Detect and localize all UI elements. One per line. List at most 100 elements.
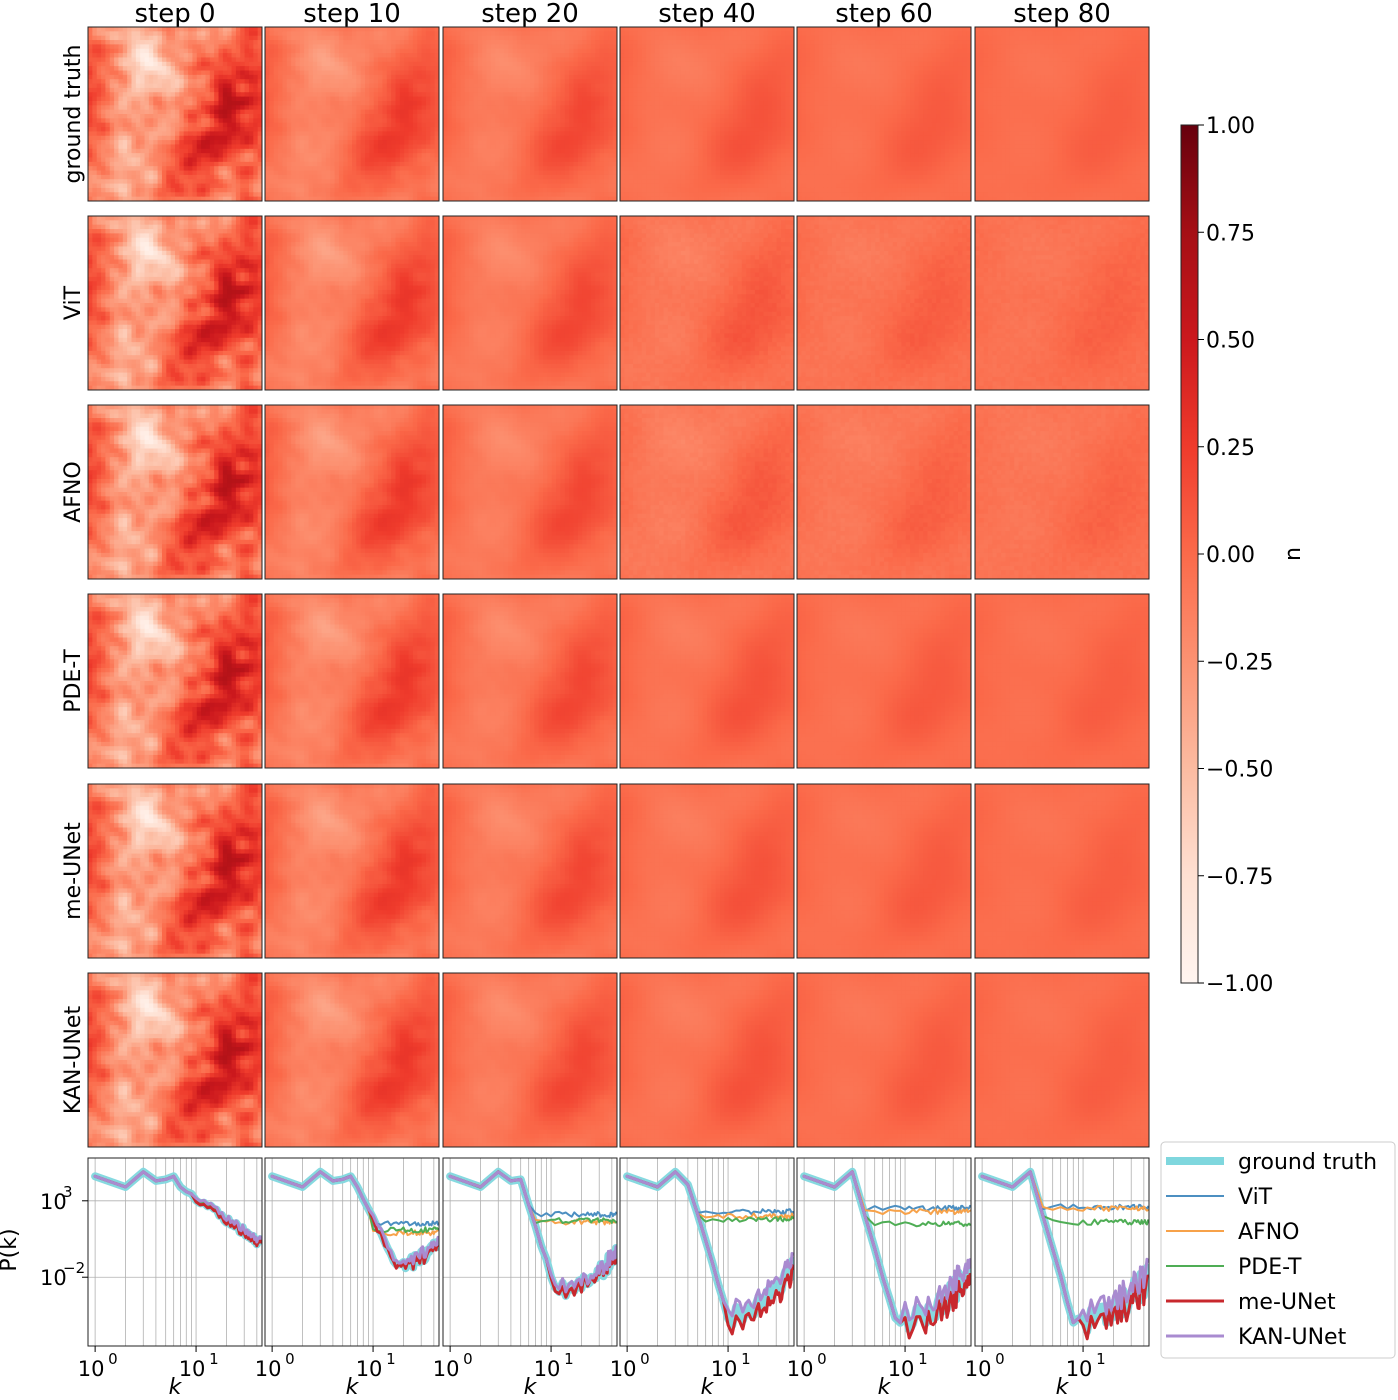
heatmap-cell bbox=[157, 570, 163, 576]
heatmap-cell bbox=[88, 478, 93, 484]
heatmap-cell bbox=[96, 148, 102, 154]
heatmap-cell bbox=[205, 192, 211, 198]
heatmap-cell bbox=[183, 602, 189, 608]
heatmap-cell bbox=[170, 66, 176, 72]
heatmap-cell bbox=[148, 363, 154, 369]
heatmap-cell bbox=[122, 465, 128, 471]
heatmap-cell bbox=[148, 237, 154, 243]
heatmap-cell bbox=[209, 127, 215, 132]
heatmap-cell bbox=[131, 66, 137, 72]
heatmap-cell bbox=[144, 44, 150, 50]
heatmap-cell bbox=[161, 474, 167, 480]
heatmap-cell bbox=[148, 131, 154, 137]
heatmap-panel-afno-step-0 bbox=[88, 405, 262, 579]
heatmap-cell bbox=[109, 246, 115, 252]
heatmap-cell bbox=[131, 170, 137, 176]
heatmap-cell bbox=[122, 509, 128, 515]
heatmap-cell bbox=[257, 363, 262, 369]
heatmap-cell bbox=[253, 426, 259, 432]
heatmap-cell bbox=[88, 376, 93, 382]
heatmap-cell bbox=[114, 61, 120, 67]
heatmap-cell bbox=[135, 478, 141, 484]
heatmap-cell bbox=[114, 263, 120, 269]
heatmap-cell bbox=[153, 483, 159, 489]
heatmap-cell bbox=[166, 166, 172, 172]
heatmap-cell bbox=[201, 337, 207, 343]
heatmap-cell bbox=[88, 611, 93, 617]
heatmap-cell bbox=[175, 250, 180, 256]
heatmap-cell bbox=[183, 298, 189, 304]
heatmap-cell bbox=[235, 385, 241, 390]
heatmap-cell bbox=[209, 224, 215, 230]
heatmap-cell bbox=[248, 368, 254, 374]
heatmap-cell bbox=[101, 431, 106, 437]
heatmap-cell bbox=[222, 439, 228, 445]
heatmap-cell bbox=[153, 574, 159, 579]
heatmap-cell bbox=[231, 255, 237, 261]
heatmap-cell bbox=[175, 509, 180, 515]
heatmap-cell bbox=[175, 289, 180, 295]
heatmap-cell bbox=[240, 79, 246, 85]
heatmap-cell bbox=[192, 27, 198, 32]
heatmap-cell bbox=[131, 268, 137, 274]
heatmap-cell bbox=[183, 548, 189, 554]
heatmap-cell bbox=[201, 153, 207, 159]
heatmap-cell bbox=[205, 337, 211, 343]
heatmap-cell bbox=[92, 153, 98, 159]
heatmap-cell bbox=[244, 174, 250, 180]
heatmap-cell bbox=[144, 381, 150, 387]
heatmap-cell bbox=[88, 255, 93, 261]
heatmap-cell bbox=[227, 48, 233, 54]
heatmap-cell bbox=[205, 350, 211, 356]
heatmap-cell bbox=[114, 35, 120, 41]
heatmap-cell bbox=[96, 276, 102, 282]
heatmap-cell bbox=[257, 87, 262, 93]
heatmap-cell bbox=[135, 435, 141, 441]
heatmap-cell bbox=[101, 281, 106, 287]
heatmap-cell bbox=[227, 570, 233, 576]
heatmap-cell bbox=[153, 157, 159, 163]
heatmap-cell bbox=[170, 237, 176, 243]
heatmap-cell bbox=[248, 500, 254, 506]
heatmap-cell bbox=[179, 509, 185, 515]
heatmap-cell bbox=[144, 196, 150, 201]
heatmap-cell bbox=[192, 285, 198, 291]
heatmap-cell bbox=[166, 359, 172, 365]
heatmap-cell bbox=[109, 196, 115, 201]
heatmap-cell bbox=[218, 426, 224, 432]
heatmap-cell bbox=[114, 448, 120, 454]
heatmap-cell bbox=[96, 478, 102, 484]
heatmap-cell bbox=[218, 372, 224, 378]
heatmap-cell bbox=[109, 409, 115, 415]
heatmap-cell bbox=[214, 44, 220, 50]
heatmap-cell bbox=[114, 281, 120, 287]
heatmap-cell bbox=[222, 574, 228, 579]
heatmap-cell bbox=[135, 307, 141, 313]
heatmap-cell bbox=[135, 40, 141, 45]
heatmap-cell bbox=[240, 135, 246, 141]
heatmap-cell bbox=[209, 385, 215, 390]
heatmap-cell bbox=[240, 359, 246, 365]
heatmap-cell bbox=[118, 100, 124, 106]
heatmap-cell bbox=[253, 276, 259, 282]
heatmap-cell bbox=[240, 518, 246, 524]
heatmap-cell bbox=[253, 61, 259, 67]
heatmap-cell bbox=[148, 48, 154, 54]
heatmap-cell bbox=[101, 109, 106, 115]
heatmap-cell bbox=[227, 355, 233, 361]
heatmap-cell bbox=[135, 470, 141, 476]
heatmap-cell bbox=[205, 444, 211, 450]
heatmap-cell bbox=[157, 594, 163, 599]
heatmap-cell bbox=[257, 250, 262, 256]
heatmap-cell bbox=[231, 526, 237, 532]
heatmap-cell bbox=[201, 376, 207, 382]
heatmap-cell bbox=[105, 457, 111, 463]
heatmap-cell bbox=[109, 607, 115, 612]
heatmap-cell bbox=[92, 61, 98, 67]
heatmap-cell bbox=[166, 174, 172, 180]
heatmap-cell bbox=[183, 40, 189, 45]
heatmap-cell bbox=[183, 170, 189, 176]
heatmap-cell bbox=[248, 70, 254, 76]
heatmap-cell bbox=[161, 157, 167, 163]
